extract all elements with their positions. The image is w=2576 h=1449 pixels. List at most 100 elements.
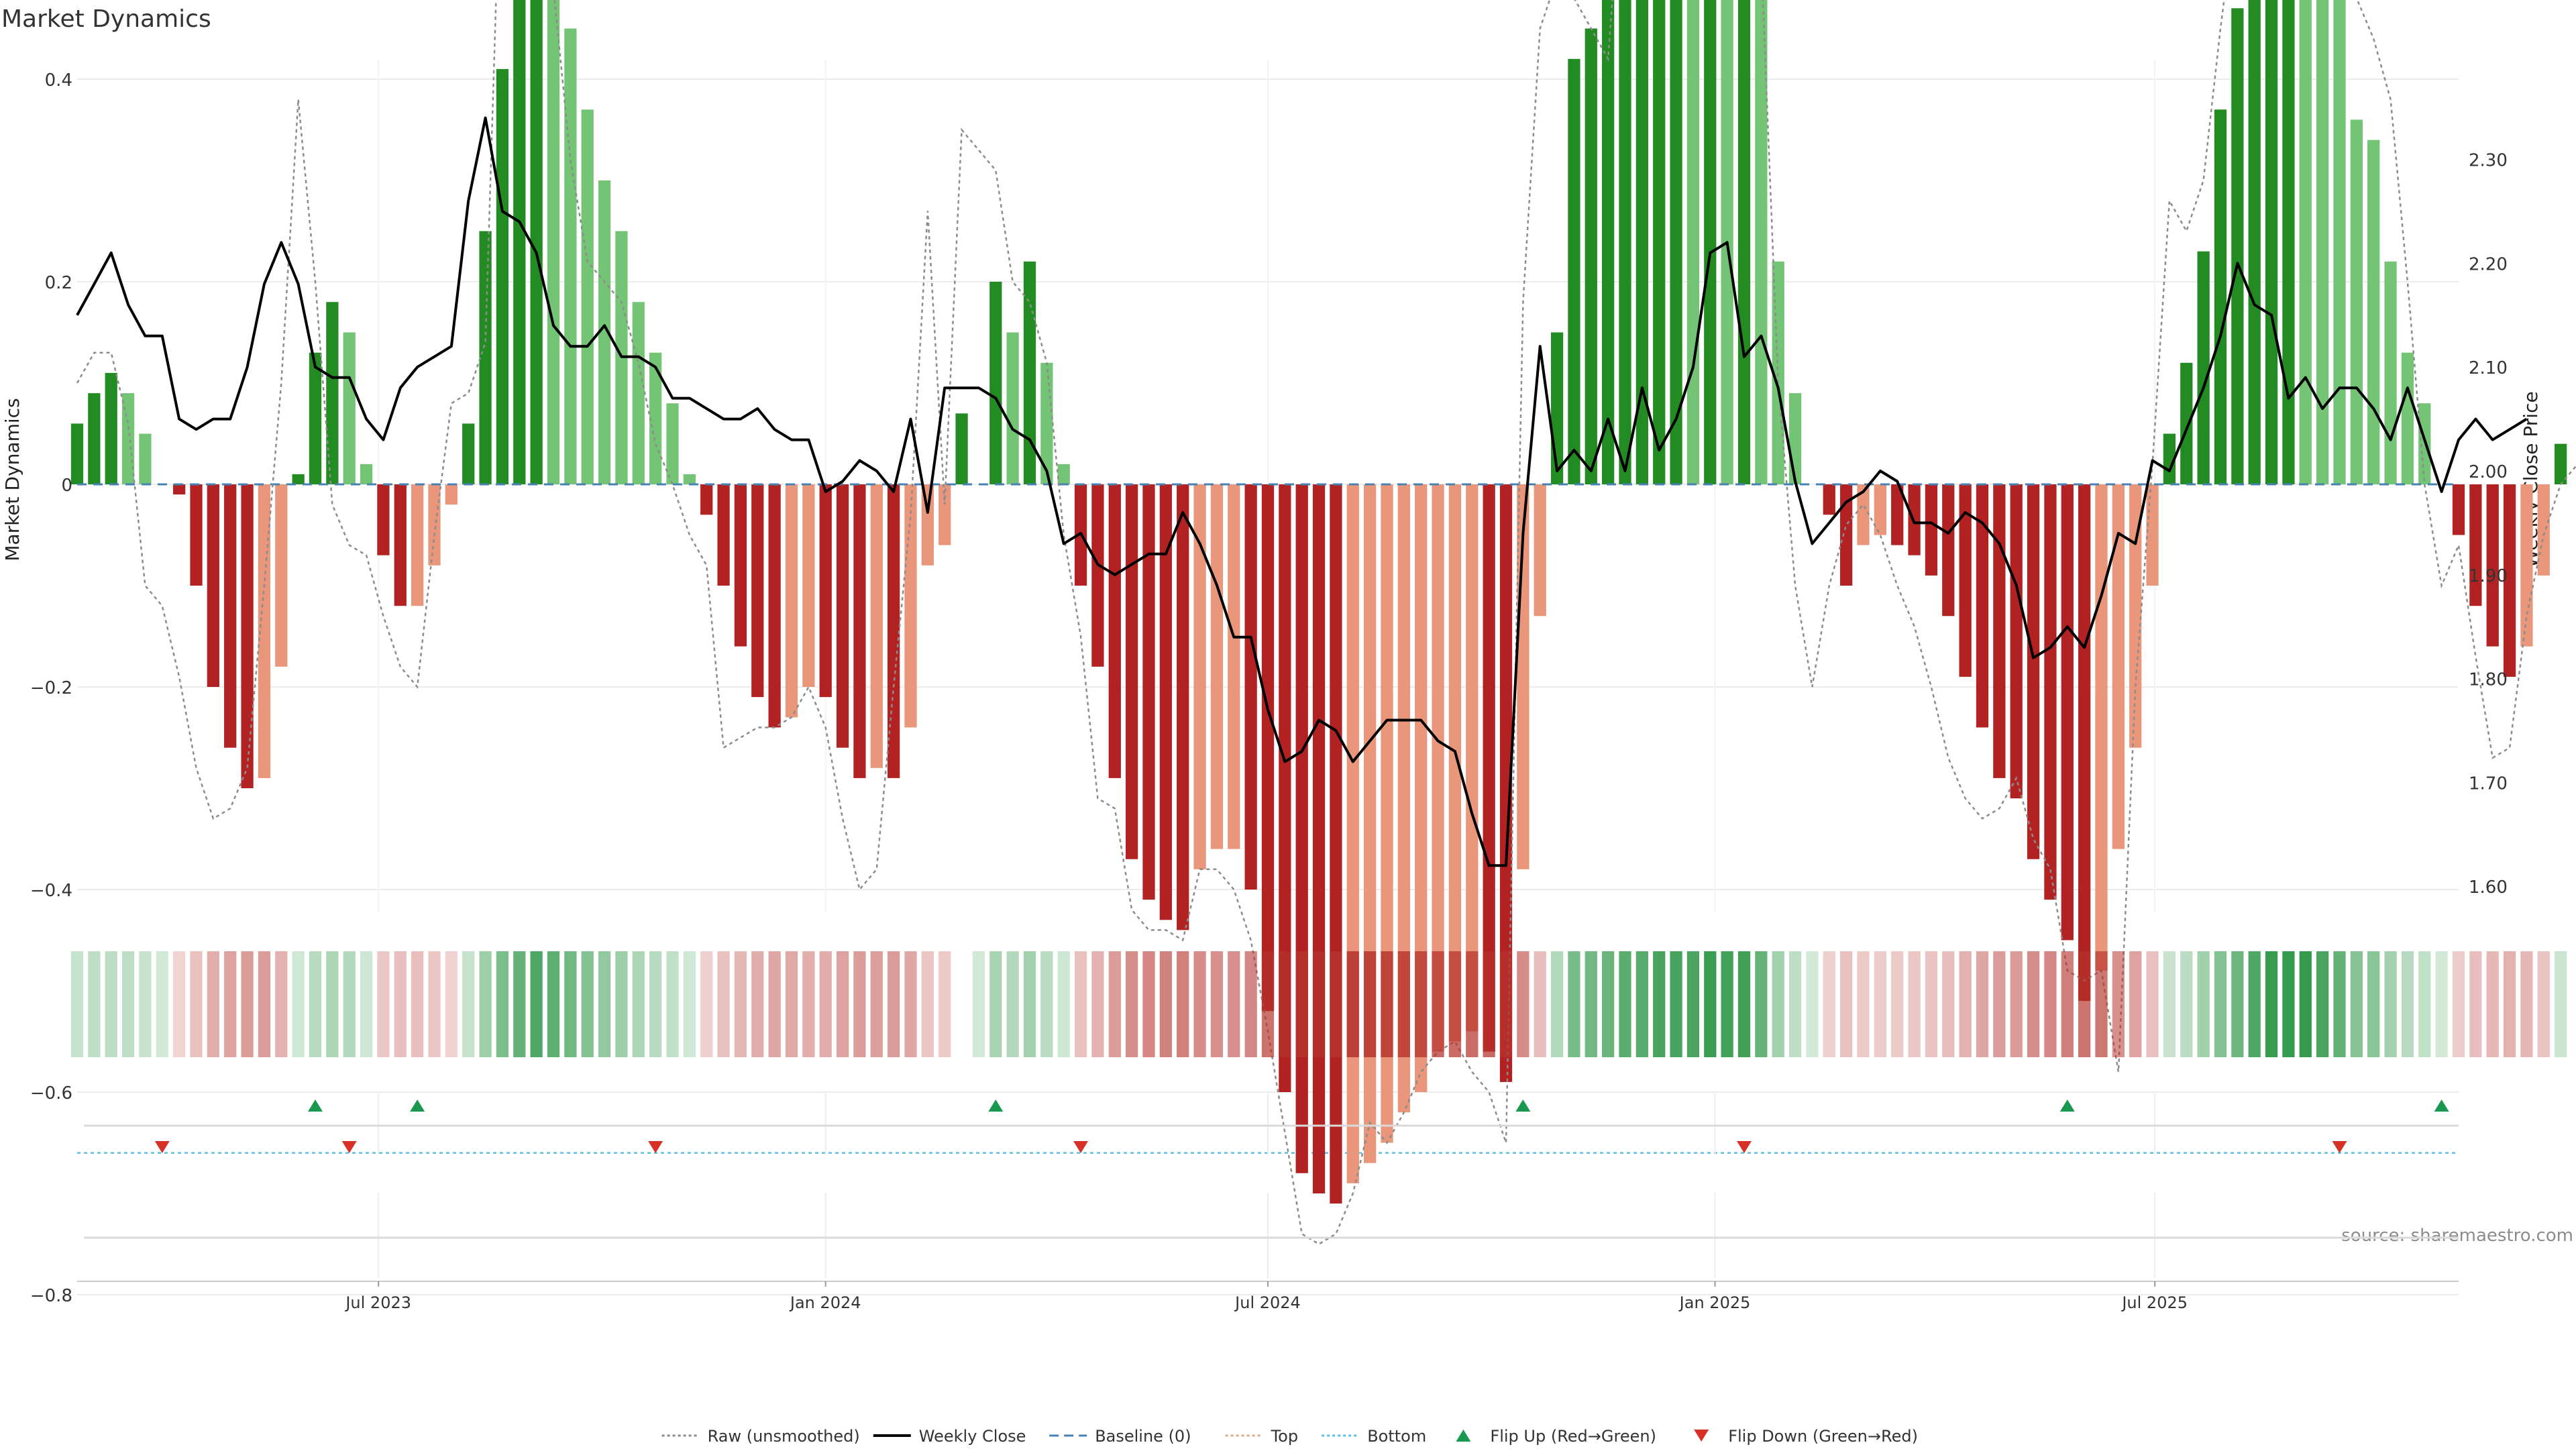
momentum-bar [2537, 484, 2550, 576]
momentum-bar [1142, 484, 1155, 900]
momentum-bar [445, 484, 458, 505]
heat-cell [309, 951, 322, 1057]
heat-cell [1364, 951, 1377, 1057]
heat-cell [751, 951, 764, 1057]
momentum-bar [1925, 484, 1938, 576]
x-tick-label: Jan 2025 [1678, 1293, 1751, 1312]
source-label: source: sharemaestro.com [2341, 1226, 2573, 1246]
momentum-bar [666, 403, 679, 484]
heat-cell [2044, 951, 2057, 1057]
momentum-bar [2452, 484, 2465, 535]
momentum-bar [1346, 484, 1359, 1183]
heat-cell [139, 951, 152, 1057]
heat-cell [632, 951, 645, 1057]
momentum-bar [1993, 484, 2006, 778]
heat-cell [2503, 951, 2516, 1057]
heat-cell [768, 951, 781, 1057]
heat-cell [1126, 951, 1138, 1057]
momentum-bar [1193, 484, 1206, 869]
series-lines [76, 0, 2576, 1245]
heat-cell [2486, 951, 2499, 1057]
raw-series-line [76, 0, 2576, 1245]
heat-cell [2146, 951, 2159, 1057]
momentum-bar [2486, 484, 2499, 647]
heat-cell [2112, 951, 2125, 1057]
flip-markers-panel [84, 1093, 2459, 1155]
momentum-bar [2248, 0, 2261, 484]
y-axis-ticks: 0.80.60.40.20−0.2−0.4−0.6−0.8 [30, 70, 72, 1306]
heat-cell [547, 951, 560, 1057]
heat-cell [1686, 951, 1700, 1057]
momentum-bar [564, 28, 577, 484]
momentum-bar [1057, 464, 1070, 484]
momentum-bar [700, 484, 713, 515]
heat-cell [1397, 951, 1410, 1057]
momentum-bar [632, 302, 645, 484]
momentum-bar [1534, 484, 1546, 616]
heat-cell [105, 951, 117, 1057]
heat-cell [2010, 951, 2023, 1057]
momentum-bar [2129, 484, 2142, 748]
flip-down-marker [154, 1141, 170, 1153]
heat-cell [2520, 951, 2533, 1057]
y-axis-label: Market Dynamics [1, 398, 23, 561]
heat-cell [1244, 951, 1257, 1057]
momentum-bar [2555, 443, 2567, 484]
heat-cell [2027, 951, 2040, 1057]
momentum-bar [1330, 484, 1342, 1204]
heat-cell [241, 951, 254, 1057]
heat-cell [1193, 951, 1206, 1057]
momentum-bar [2163, 433, 2176, 484]
legend-label: Raw (unsmoothed) [708, 1427, 860, 1446]
momentum-bar [1295, 484, 1308, 1173]
heat-cell [1635, 951, 1648, 1057]
momentum-bar [428, 484, 441, 566]
momentum-bar [819, 484, 832, 698]
heat-cell [683, 951, 696, 1057]
momentum-bar [326, 302, 339, 484]
heat-cell [377, 951, 390, 1057]
heat-cell [1415, 951, 1428, 1057]
heat-cell [428, 951, 441, 1057]
momentum-bar [2112, 484, 2125, 849]
momentum-bar [241, 484, 254, 788]
momentum-bar [1228, 484, 1240, 849]
momentum-bar [921, 484, 934, 566]
heat-cell [1466, 951, 1479, 1057]
y2-tick-label: 1.90 [2469, 566, 2508, 586]
momentum-bar [139, 433, 152, 484]
momentum-bar [411, 484, 424, 606]
momentum-bar [343, 332, 356, 484]
momentum-bar [2078, 484, 2091, 1002]
y2-axis-ticks: 2.30 2.20 2.10 2.00 1.90 1.80 1.70 1.60 [2469, 151, 2508, 898]
heat-cell [1312, 951, 1326, 1057]
momentum-bar [2214, 109, 2227, 485]
y2-tick-label: 1.60 [2469, 877, 2508, 898]
heat-cell [1959, 951, 1972, 1057]
momentum-bar [1448, 484, 1462, 1042]
momentum-bar [2044, 484, 2057, 900]
heat-cell [1534, 951, 1546, 1057]
momentum-bar [1432, 484, 1444, 1052]
legend-item: Bottom [1322, 1427, 1426, 1446]
momentum-bar [1619, 0, 1631, 484]
momentum-bar [870, 484, 883, 768]
heat-cell [1942, 951, 1955, 1057]
y-tick-label: −0.4 [30, 881, 72, 901]
heat-cell [445, 951, 458, 1057]
momentum-bar [802, 484, 815, 687]
momentum-bar [2231, 8, 2244, 485]
momentum-bar [360, 464, 373, 484]
legend-item: Top [1225, 1427, 1298, 1446]
legend-item: Raw (unsmoothed) [661, 1427, 860, 1446]
heat-cell [275, 951, 288, 1057]
heat-cell [1891, 951, 1904, 1057]
legend-label: Baseline (0) [1095, 1427, 1191, 1446]
momentum-bar [2095, 484, 2108, 971]
momentum-bar [1244, 484, 1257, 890]
heat-cell [2231, 951, 2244, 1057]
heat-cell [88, 951, 101, 1057]
heat-cell [411, 951, 424, 1057]
heat-cell [1108, 951, 1121, 1057]
heat-cell [1295, 951, 1308, 1057]
